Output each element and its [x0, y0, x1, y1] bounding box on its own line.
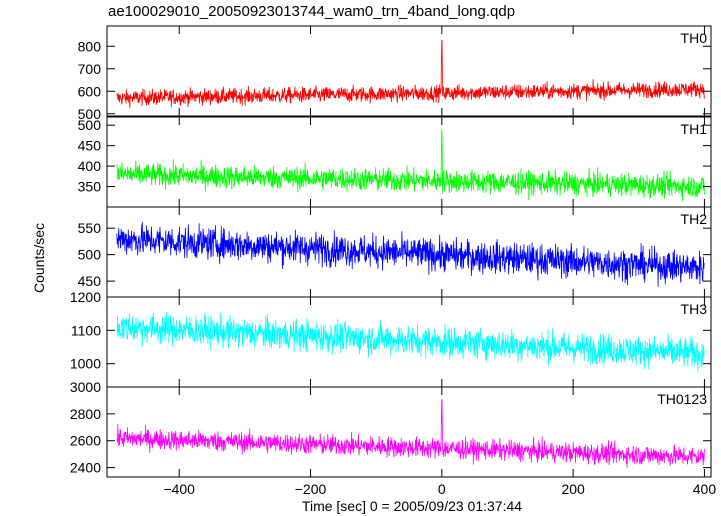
y-tick-label: 700: [78, 61, 102, 77]
y-axis-label: Counts/sec: [31, 223, 47, 293]
panel-th2: 450 500 550 TH2: [78, 206, 712, 298]
series-line-th2: [116, 221, 705, 287]
x-tick-label: 400: [693, 481, 717, 497]
panel-th0123: 2400 2600 2800 3000 TH0123: [70, 379, 712, 478]
y-tick-label: 2400: [70, 460, 101, 476]
y-tick-label: 450: [78, 138, 102, 154]
x-axis: −400 −200 0 200 400: [163, 481, 716, 497]
panel-label-th0123: TH0123: [657, 391, 707, 407]
panels-layer: 500 600 700 800 TH0 350 400 450 500 TH1 450 500 550 T…: [70, 25, 712, 478]
panel-label-th0: TH0: [681, 30, 708, 46]
y-tick-label: 600: [78, 83, 102, 99]
y-tick-label: 1000: [70, 356, 101, 372]
panel-frame: [106, 25, 712, 117]
panel-label-th1: TH1: [681, 121, 708, 137]
y-tick-label: 350: [78, 179, 102, 195]
y-tick-label: 800: [78, 38, 102, 54]
y-tick-label: 2800: [70, 406, 101, 422]
series-line-th3: [116, 312, 705, 373]
x-tick-label: −200: [295, 481, 327, 497]
y-tick-label: 450: [78, 273, 102, 289]
series-line-th1: [116, 129, 705, 202]
y-tick-label: 500: [78, 106, 102, 122]
panel-frame: [106, 116, 712, 208]
chart-title: ae100029010_20050923013744_wam0_trn_4ban…: [108, 3, 516, 20]
x-tick-label: 0: [438, 481, 446, 497]
y-tick-label: 500: [78, 247, 102, 263]
panel-th1: 350 400 450 500 TH1: [78, 116, 712, 208]
y-tick-label: 1200: [70, 289, 101, 305]
panel-label-th2: TH2: [681, 211, 708, 227]
y-tick-label: 2600: [70, 433, 101, 449]
y-tick-label: 3000: [70, 379, 101, 395]
y-tick-label: 1100: [71, 322, 101, 338]
x-tick-label: −400: [163, 481, 195, 497]
panel-th0: 500 600 700 800 TH0: [78, 25, 712, 122]
y-tick-label: 500: [78, 117, 102, 133]
y-tick-label: 550: [78, 220, 102, 236]
panel-label-th3: TH3: [681, 301, 708, 317]
x-tick-label: 200: [561, 481, 585, 497]
series-line-th0: [116, 39, 705, 109]
panel-frame: [106, 386, 712, 478]
panel-th3: 1000 1100 1200 TH3: [70, 289, 712, 388]
x-axis-label: Time [sec] 0 = 2005/09/23 01:37:44: [302, 498, 522, 514]
y-tick-label: 400: [78, 158, 102, 174]
series-line-th0123: [116, 398, 705, 468]
